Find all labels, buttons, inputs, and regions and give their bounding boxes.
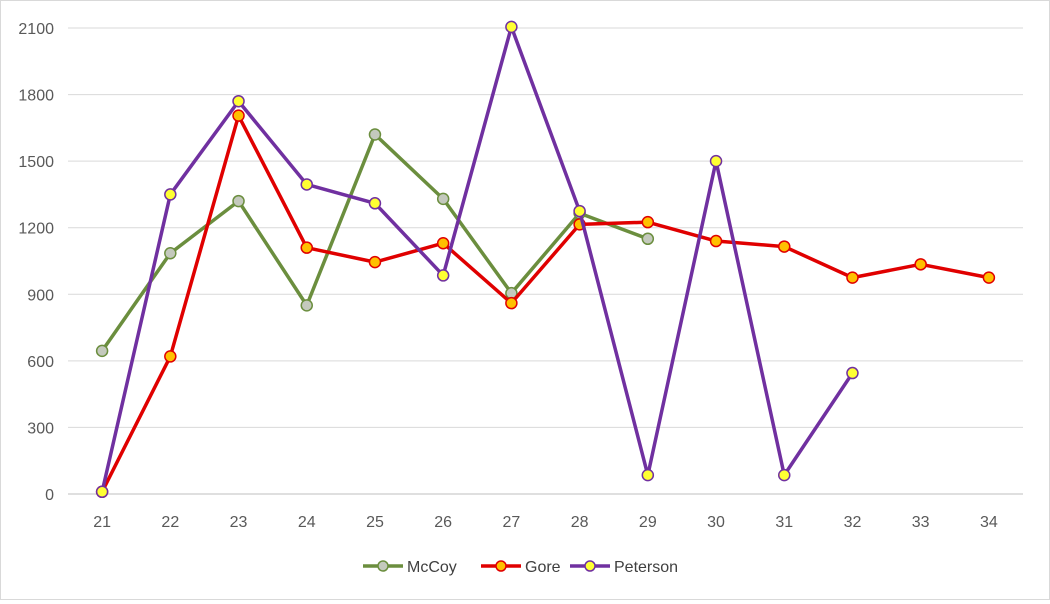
data-point: [300, 178, 313, 191]
series-line: [100, 25, 855, 494]
x-tick-label: 27: [502, 514, 520, 531]
series-line: [100, 113, 991, 494]
y-tick-label: 900: [27, 287, 54, 304]
data-point: [573, 204, 586, 218]
legend-marker: [584, 560, 596, 572]
x-tick-label: 28: [571, 514, 589, 531]
x-tick-label: 23: [230, 514, 248, 531]
legend-item-mccoy: McCoy: [363, 559, 457, 576]
x-tick-label: 22: [161, 514, 179, 531]
y-tick-label: 1500: [18, 154, 54, 171]
data-point: [778, 468, 791, 482]
x-tick-label: 33: [912, 514, 930, 531]
y-tick-label: 300: [27, 420, 54, 437]
y-tick-label: 600: [27, 354, 54, 371]
legend-item-gore: Gore: [481, 559, 561, 576]
x-tick-label: 31: [775, 514, 793, 531]
y-tick-label: 1200: [18, 221, 54, 238]
data-point: [436, 192, 450, 206]
x-tick-label: 32: [844, 514, 862, 531]
series-peterson: [95, 20, 859, 499]
data-point: [300, 241, 313, 254]
legend-label: McCoy: [407, 559, 457, 576]
data-point: [641, 468, 655, 482]
data-point: [164, 350, 177, 363]
y-tick-label: 1800: [18, 88, 54, 105]
data-point: [300, 299, 313, 312]
data-point: [368, 255, 382, 269]
y-tick-label: 2100: [18, 21, 54, 38]
data-point: [368, 197, 382, 210]
x-tick-label: 30: [707, 514, 725, 531]
x-tick-label: 34: [980, 514, 998, 531]
x-tick-label: 24: [298, 514, 316, 531]
data-point: [982, 271, 996, 284]
data-point: [846, 366, 859, 380]
data-point: [232, 94, 245, 108]
data-point: [164, 188, 177, 201]
series-layer: [95, 20, 996, 499]
data-point: [709, 154, 723, 168]
gridlines: [68, 27, 1023, 495]
legend: McCoy Gore Peterson: [363, 559, 678, 576]
data-point: [505, 20, 518, 34]
legend-marker: [495, 560, 507, 572]
data-point: [164, 246, 177, 260]
y-tick-label: 0: [45, 487, 54, 504]
data-point: [95, 344, 109, 358]
x-tick-label: 29: [639, 514, 657, 531]
data-point: [436, 236, 450, 250]
data-point: [846, 271, 859, 284]
series-gore: [95, 109, 996, 499]
legend-label: Peterson: [614, 559, 678, 576]
legend-label: Gore: [525, 559, 561, 576]
data-point: [709, 234, 723, 248]
data-point: [95, 485, 109, 499]
y-axis-ticks: 0 300 600 900 1200 1500 1800 2100: [18, 21, 54, 504]
legend-item-peterson: Peterson: [570, 559, 678, 576]
data-point: [641, 232, 655, 246]
data-point: [232, 109, 245, 122]
data-point: [641, 215, 655, 229]
data-point: [232, 194, 245, 208]
data-point: [914, 258, 927, 271]
x-tick-label: 25: [366, 514, 384, 531]
x-tick-label: 26: [434, 514, 452, 531]
x-tick-label: 21: [93, 514, 111, 531]
x-axis-ticks: 21 22 23 24 25 26 27 28 29 30 31 32 33 34: [93, 514, 998, 531]
data-point: [505, 296, 518, 310]
legend-marker: [377, 560, 389, 572]
data-point: [436, 269, 450, 282]
data-point: [368, 128, 382, 141]
data-point: [778, 240, 791, 253]
